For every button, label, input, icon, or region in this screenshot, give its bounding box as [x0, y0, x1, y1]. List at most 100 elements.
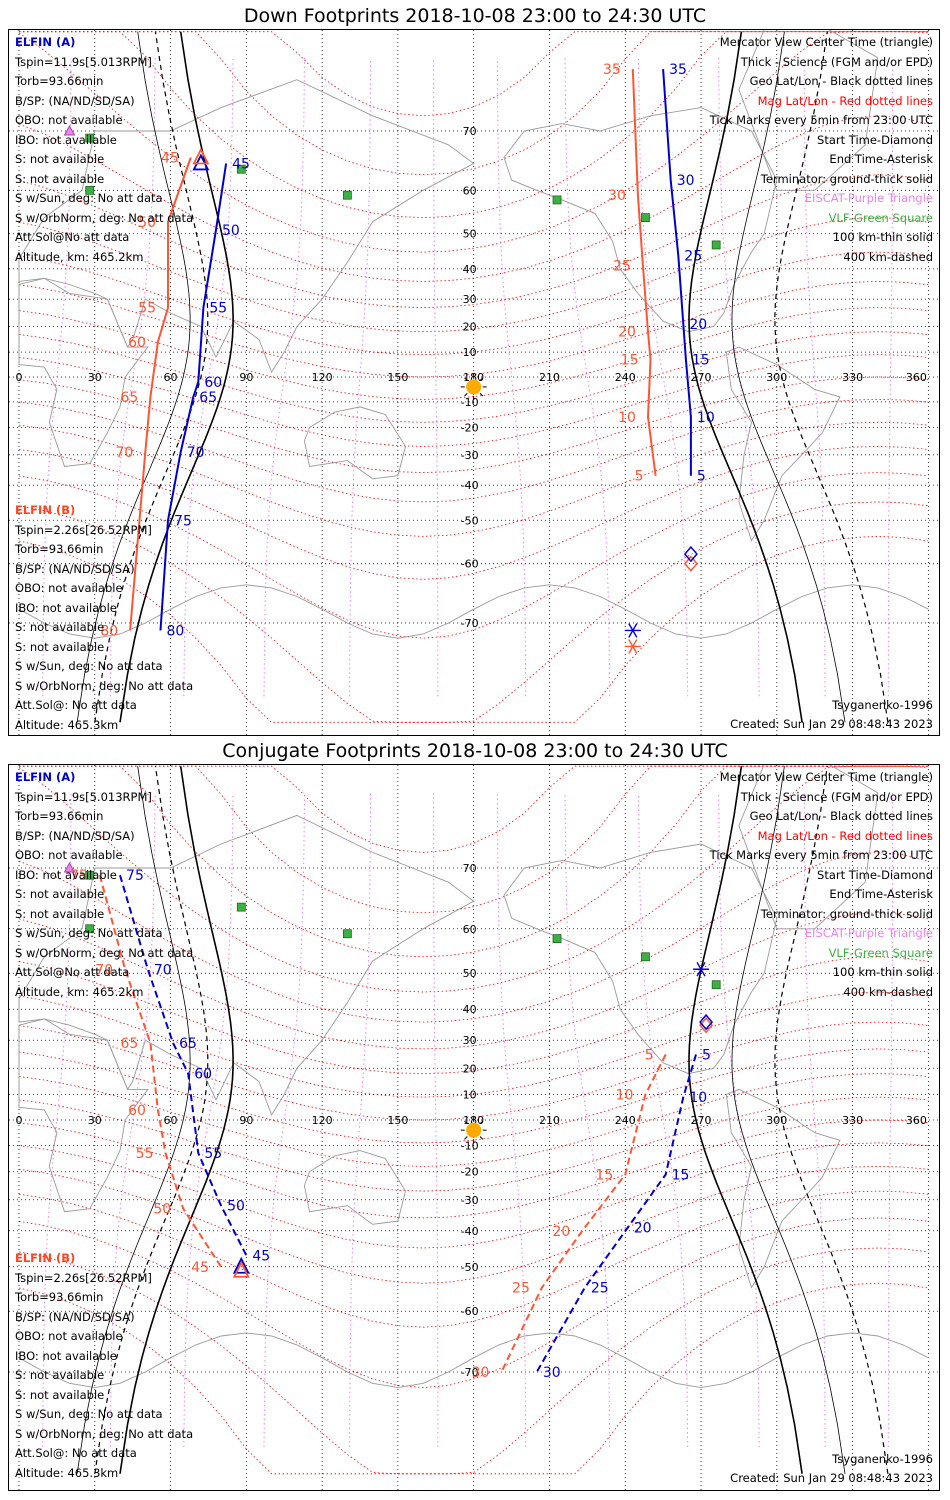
elfin-b-line: Att.Sol@: No att data	[15, 698, 137, 712]
elfin-b-time-tick: 15	[595, 1167, 613, 1183]
elfin-a-line: S: not available	[15, 906, 105, 921]
elfin-b-header: ELFIN (B)	[15, 1251, 76, 1265]
legend-panel: Mercator View Center Time (triangle) Thic…	[710, 771, 933, 1005]
elfin-b-line: Torb=93.66min	[15, 542, 104, 556]
lon-tick-label: 360	[906, 1114, 927, 1127]
lon-tick-label: 210	[539, 1114, 560, 1127]
lon-tick-label: 150	[387, 1114, 408, 1127]
mag-lat-line	[18, 1247, 929, 1475]
axis-labels: 0 30 60 90 120 150 180 210 240 270 300 330 360706050…	[16, 862, 927, 1379]
map-canvas: 0 30 60 90 120 150 180 210 240 270 300 330 360706050…	[9, 765, 939, 1490]
elfin-a-time-tick: 5	[702, 1048, 711, 1064]
elfin-b-panel: ELFIN (B) Tspin=2.26s[26.52RPM] Torb=93.6…	[15, 504, 193, 732]
legend-item: Terminator: ground-thick solid	[760, 171, 933, 186]
coastline	[18, 1018, 149, 1213]
elfin-a-time-tick: 55	[204, 1146, 222, 1162]
mag-lat-line	[18, 1190, 929, 1328]
mag-lon-line	[638, 57, 689, 697]
down-footprints-map: 0 30 60 90 120 150 180 210 240 270 300 330 360 70 60 50…	[8, 29, 940, 736]
elfin-a-time-tick: 50	[227, 1199, 245, 1215]
elfin-a-time-tick: 10	[689, 1090, 707, 1106]
elfin-b-line: S: not available	[15, 1387, 105, 1402]
legend-item: Mag Lat/Lon - Red dotted lines	[757, 828, 933, 843]
coastline	[303, 406, 406, 480]
end-asterisk-marker	[624, 623, 641, 638]
terminator-line	[731, 31, 846, 723]
elfin-a-line: Tspin=11.9s[5.013RPM]	[15, 789, 152, 804]
mag-lon-line	[263, 57, 305, 697]
coastline	[725, 346, 841, 542]
elfin-a-line: OBO: not available	[15, 848, 123, 862]
legend-item: End Time-Asterisk	[829, 887, 933, 901]
coastline	[18, 277, 149, 467]
center-time-triangle	[192, 153, 210, 171]
elfin-b-time-tick: 60	[128, 1103, 146, 1119]
elfin-a-line: OBO: not available	[15, 113, 123, 127]
terminator-line	[94, 31, 209, 723]
mag-lat-line	[18, 851, 929, 1023]
lat-tick-label: 20	[463, 320, 477, 333]
lat-tick-label: -40	[461, 479, 479, 492]
vlf-site-marker	[85, 133, 95, 143]
terminator-line	[76, 31, 191, 723]
mag-lon-line	[433, 57, 439, 697]
legend-item: Terminator: ground-thick solid	[760, 906, 933, 921]
vlf-site-marker	[711, 240, 721, 250]
lat-tick-label: 50	[463, 228, 477, 241]
mag-lat-line	[18, 174, 929, 309]
lon-tick-label: 90	[239, 371, 253, 384]
elfin-a-time-tick: 60	[204, 375, 222, 391]
panel-title-conjugate: Conjugate Footprints 2018-10-08 23:00 to…	[222, 740, 728, 762]
elfin-b-line: Torb=93.66min	[15, 1290, 104, 1304]
elfin-b-line: IBO: not available	[15, 1348, 117, 1363]
lon-tick-label: 300	[766, 371, 787, 384]
legend-item: EISCAT-Purple Triangle	[804, 926, 933, 940]
legend-item: Thick - Science (FGM and/or EPD)	[740, 54, 933, 69]
coastlines	[18, 765, 929, 1389]
terminator-line	[76, 766, 191, 1474]
mag-lon-line	[42, 57, 72, 697]
elfin-a-footprint-trace	[662, 69, 692, 476]
elfin-b-time-tick: 45	[191, 1260, 209, 1276]
elfin-a-time-tick: 25	[591, 1281, 609, 1297]
coastline	[738, 765, 879, 930]
terminator-line	[688, 31, 803, 723]
created-timestamp: Created: Sun Jan 29 08:48:43 2023	[730, 1471, 933, 1485]
legend-item: Tick Marks every 5min from 23:00 UTC	[709, 113, 933, 127]
mag-lat-line	[18, 765, 929, 993]
legend-item: EISCAT-Purple Triangle	[804, 191, 933, 205]
coastline	[738, 30, 879, 191]
elfin-a-time-tick: 65	[179, 1036, 197, 1052]
start-diamond-marker	[683, 545, 698, 563]
model-label: Tsyganenko-1996	[832, 1452, 933, 1466]
elfin-b-line: S w/OrbNorm, deg: No att data	[15, 678, 194, 693]
lat-tick-label: 60	[463, 184, 477, 197]
lon-tick-label: 150	[387, 371, 408, 384]
eiscat-marker	[63, 124, 76, 136]
elfin-a-footprint-trace	[159, 163, 228, 631]
antarctica-coastline	[18, 1332, 929, 1389]
mag-lat-line	[18, 956, 929, 1075]
mag-lon-line	[718, 792, 760, 1448]
elfin-b-footprint-trace	[98, 874, 222, 1268]
legend-item: VLF-Green Square	[828, 210, 933, 225]
lon-tick-label: 60	[164, 1114, 178, 1127]
elfin-b-time-tick: 20	[552, 1224, 570, 1240]
lat-tick-label: 70	[463, 125, 477, 138]
elfin-a-line: IBO: not available	[15, 867, 117, 882]
elfin-a-time-tick: 70	[154, 962, 172, 978]
terminator-line	[688, 766, 803, 1474]
elfin-b-line: B/SP: (NA/ND/SD/SA)	[15, 1309, 135, 1324]
vlf-site-marker	[342, 929, 352, 939]
elfin-b-time-tick: 80	[100, 623, 118, 639]
coastlines	[18, 30, 929, 639]
elfin-a-time-tick: 55	[209, 301, 227, 317]
legend-item: 400 km-dashed	[843, 984, 933, 999]
mag-lon-line	[433, 792, 439, 1448]
elfin-b-lines: Tspin=2.26s[26.52RPM] Torb=93.66min B/SP: …	[15, 1271, 193, 1480]
elfin-a-footprint-trace	[119, 874, 248, 1256]
mag-lon-line	[109, 57, 156, 697]
lat-tick-label: 70	[463, 862, 477, 875]
mag-lat-line	[18, 1282, 929, 1475]
sun-icon	[460, 373, 487, 400]
